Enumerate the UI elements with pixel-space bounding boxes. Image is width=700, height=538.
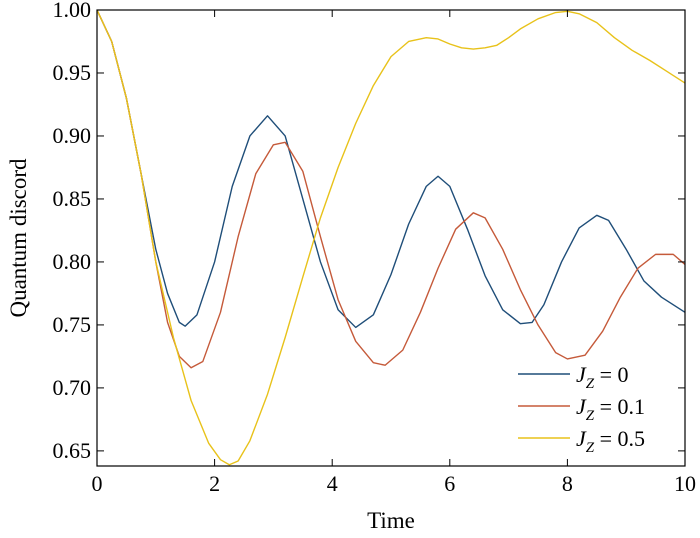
y-tick-label: 0.90	[53, 123, 92, 148]
x-axis-label: Time	[367, 508, 415, 533]
x-tick-label: 2	[209, 471, 220, 496]
y-tick-labels: 0.65 0.70 0.75 0.80 0.85 0.90 0.95 1.00	[53, 0, 92, 463]
x-tick-label: 0	[92, 471, 103, 496]
axis-ticks	[96, 9, 686, 466]
series-lines	[97, 10, 685, 466]
series-line-2	[97, 10, 685, 466]
x-tick-label: 8	[562, 471, 573, 496]
series-line-1	[97, 10, 685, 369]
x-tick-label: 6	[444, 471, 455, 496]
y-tick-label: 0.65	[53, 438, 92, 463]
legend-label: JZ = 0.1	[576, 394, 645, 424]
plot-frame	[96, 9, 686, 467]
x-tick-label: 10	[674, 471, 696, 496]
y-tick-label: 1.00	[53, 0, 92, 22]
legend-label: JZ = 0.5	[576, 426, 645, 456]
legend-item: JZ = 0	[518, 362, 629, 392]
legend-item: JZ = 0.1	[518, 394, 645, 424]
y-tick-label: 0.75	[53, 312, 92, 337]
legend-label: JZ = 0	[576, 362, 629, 392]
y-tick-label: 0.80	[53, 249, 92, 274]
y-axis-label: Quantum discord	[6, 158, 31, 318]
y-tick-label: 0.85	[53, 186, 92, 211]
legend-item: JZ = 0.5	[518, 426, 645, 456]
series-line-0	[97, 10, 685, 329]
y-tick-label: 0.70	[53, 375, 92, 400]
legend: JZ = 0JZ = 0.1JZ = 0.5	[518, 362, 645, 456]
x-tick-labels: 0 2 4 6 8 10	[92, 471, 697, 496]
y-tick-label: 0.95	[53, 60, 92, 85]
x-tick-label: 4	[327, 471, 338, 496]
